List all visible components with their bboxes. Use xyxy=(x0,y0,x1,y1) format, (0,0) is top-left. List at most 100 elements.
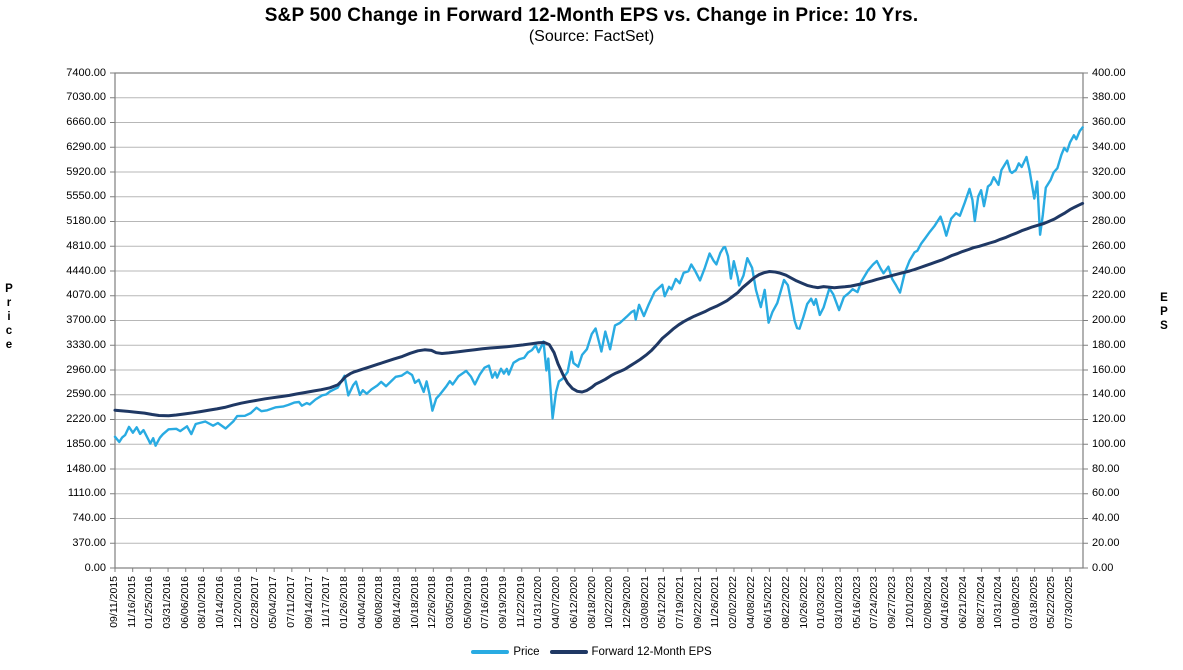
x-tick-label: 05/12/2021 xyxy=(656,576,669,629)
x-tick-label: 06/08/2018 xyxy=(373,576,386,629)
y-tick-label-left: 740.00 xyxy=(72,512,106,524)
legend-item-eps: Forward 12-Month EPS xyxy=(549,646,712,658)
x-tick-label: 06/15/2022 xyxy=(762,576,775,629)
eps-line-swatch xyxy=(549,650,588,654)
x-tick-label: 09/14/2017 xyxy=(302,576,315,629)
y-tick-label-left: 3330.00 xyxy=(66,338,106,351)
y-tick-label-left: 1480.00 xyxy=(66,462,106,475)
legend: Price Forward 12-Month EPS xyxy=(0,646,1183,658)
chart-title: S&P 500 Change in Forward 12-Month EPS v… xyxy=(264,5,919,26)
x-tick-label: 04/04/2018 xyxy=(355,576,368,629)
y-axis-title-eps: EPS xyxy=(1158,292,1170,334)
x-tick-label: 09/22/2021 xyxy=(691,576,704,629)
x-tick-label: 08/18/2020 xyxy=(585,576,598,629)
y-axis-title-price: Price xyxy=(3,283,15,353)
x-tick-label: 02/08/2024 xyxy=(921,576,934,629)
x-tick-label: 03/08/2021 xyxy=(638,576,651,629)
x-tick-label: 04/16/2024 xyxy=(939,576,952,629)
y-tick-label-right: 140.00 xyxy=(1092,388,1126,401)
x-tick-label: 11/17/2017 xyxy=(320,576,333,628)
y-tick-label-right: 120.00 xyxy=(1092,413,1126,425)
x-tick-label: 01/26/2018 xyxy=(337,576,350,629)
y-tick-label-right: 100.00 xyxy=(1092,437,1126,450)
x-tick-label: 12/29/2020 xyxy=(620,576,633,629)
y-tick-label-left: 7030.00 xyxy=(66,91,106,104)
y-tick-label-left: 6660.00 xyxy=(66,116,106,128)
y-tick-label-left: 4070.00 xyxy=(66,289,106,302)
y-tick-label-right: 80.00 xyxy=(1092,462,1120,475)
x-tick-label: 12/26/2018 xyxy=(426,576,439,629)
y-tick-label-left: 5920.00 xyxy=(66,165,106,178)
x-tick-label: 07/19/2021 xyxy=(673,576,686,629)
y-tick-label-right: 60.00 xyxy=(1092,487,1120,500)
x-tick-label: 04/07/2020 xyxy=(550,576,563,629)
x-tick-label: 01/25/2016 xyxy=(143,576,156,629)
x-tick-label: 03/18/2025 xyxy=(1027,576,1040,629)
x-tick-label: 05/09/2019 xyxy=(461,576,474,629)
x-tick-label: 03/31/2016 xyxy=(161,576,174,629)
x-tick-label: 06/06/2016 xyxy=(178,576,191,629)
x-tick-label: 11/22/2019 xyxy=(514,576,527,628)
chart-subtitle: (Source: FactSet) xyxy=(528,28,655,45)
x-tick-label: 10/18/2018 xyxy=(408,576,421,629)
y-tick-label-left: 5180.00 xyxy=(66,215,106,227)
y-tick-label-right: 40.00 xyxy=(1092,512,1120,524)
x-tick-label: 12/20/2016 xyxy=(231,576,244,629)
x-tick-label: 07/24/2023 xyxy=(868,576,881,629)
y-tick-label-left: 2220.00 xyxy=(66,413,106,425)
y-tick-label-right: 160.00 xyxy=(1092,363,1126,376)
x-tick-label: 06/12/2020 xyxy=(567,576,580,629)
x-tick-label: 01/31/2020 xyxy=(532,576,545,629)
x-tick-label: 08/10/2016 xyxy=(196,576,209,629)
y-tick-label-left: 2590.00 xyxy=(66,388,106,401)
x-tick-label: 11/16/2015 xyxy=(125,576,138,628)
y-tick-label-right: 300.00 xyxy=(1092,190,1126,203)
y-tick-label-left: 4810.00 xyxy=(66,239,106,252)
y-tick-label-right: 180.00 xyxy=(1092,338,1126,351)
x-tick-label: 09/27/2023 xyxy=(886,576,899,629)
x-tick-label: 02/28/2017 xyxy=(249,576,262,629)
x-tick-label: 08/14/2018 xyxy=(390,576,403,629)
y-tick-label-left: 7400.00 xyxy=(66,66,106,79)
x-tick-label: 01/03/2023 xyxy=(815,576,828,629)
x-tick-label: 01/08/2025 xyxy=(1009,576,1022,629)
x-tick-label: 05/04/2017 xyxy=(267,576,280,629)
y-tick-label-right: 220.00 xyxy=(1092,289,1126,302)
y-tick-label-left: 2960.00 xyxy=(66,363,106,376)
x-tick-label: 07/16/2019 xyxy=(479,576,492,629)
y-tick-label-right: 320.00 xyxy=(1092,165,1126,178)
y-tick-label-left: 6290.00 xyxy=(66,140,106,153)
y-tick-label-right: 20.00 xyxy=(1092,536,1120,549)
series-line-eps xyxy=(113,201,1085,418)
legend-label-eps: Forward 12-Month EPS xyxy=(591,646,712,658)
y-tick-label-left: 4440.00 xyxy=(66,264,106,277)
y-tick-label-left: 370.00 xyxy=(72,536,106,549)
x-tick-label: 03/05/2019 xyxy=(444,576,457,629)
y-tick-label-right: 240.00 xyxy=(1092,264,1126,277)
x-tick-label: 05/16/2023 xyxy=(850,576,863,629)
series-line-price xyxy=(113,126,1084,447)
x-tick-label: 02/02/2022 xyxy=(726,576,739,629)
x-tick-label: 05/22/2025 xyxy=(1045,576,1058,629)
y-tick-label-right: 400.00 xyxy=(1092,66,1126,79)
x-tick-label: 04/08/2022 xyxy=(744,576,757,629)
x-tick-label: 07/11/2017 xyxy=(284,576,297,628)
x-tick-label: 10/22/2020 xyxy=(603,576,616,629)
x-tick-label: 03/10/2023 xyxy=(833,576,846,629)
x-tick-label: 10/31/2024 xyxy=(992,576,1005,629)
y-tick-label-right: 0.00 xyxy=(1092,561,1114,574)
legend-label-price: Price xyxy=(513,646,540,658)
x-tick-label: 08/27/2024 xyxy=(974,576,987,629)
y-tick-label-right: 200.00 xyxy=(1092,314,1126,326)
x-tick-label: 07/30/2025 xyxy=(1063,576,1075,629)
y-tick-label-right: 260.00 xyxy=(1092,239,1126,252)
plot-border xyxy=(114,72,1084,569)
x-tick-label: 12/01/2023 xyxy=(903,576,916,629)
x-tick-label: 10/14/2016 xyxy=(214,576,227,629)
price-line-swatch xyxy=(471,650,510,654)
y-tick-label-left: 3700.00 xyxy=(66,314,106,326)
y-tick-label-right: 380.00 xyxy=(1092,91,1126,104)
y-tick-label-left: 0.00 xyxy=(84,561,106,574)
x-tick-label: 09/19/2019 xyxy=(497,576,510,629)
